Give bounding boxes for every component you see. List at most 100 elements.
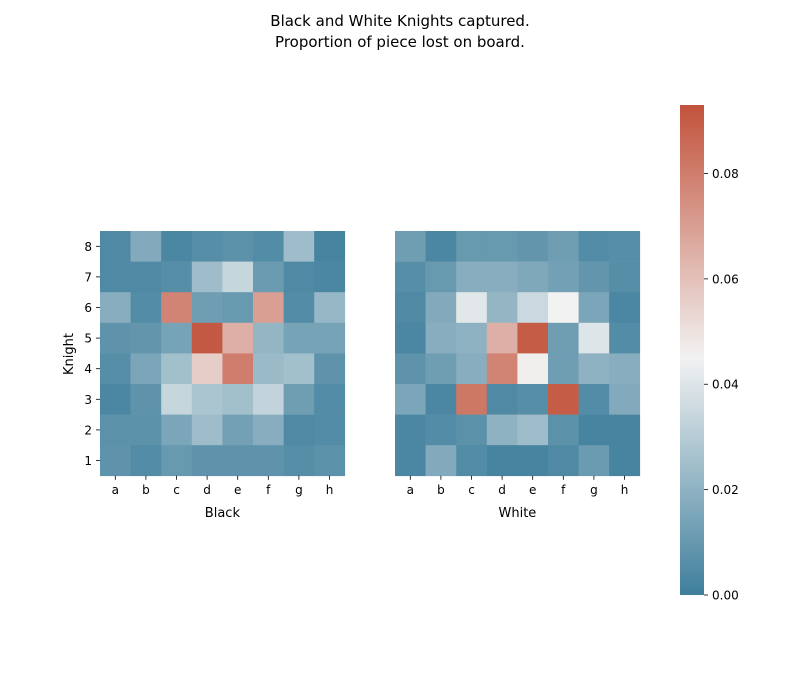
heatmap-cell: [578, 292, 610, 324]
heatmap-cell: [548, 353, 579, 385]
x-axis-label: White: [498, 506, 536, 521]
heatmap-cell: [314, 384, 346, 415]
heatmap-cell: [283, 292, 315, 324]
heatmap-cell: [222, 414, 254, 446]
heatmap-cell: [100, 261, 131, 293]
x-tick-label: e: [529, 483, 536, 497]
y-tick-label: 8: [84, 240, 92, 254]
heatmap-cell: [314, 414, 346, 446]
heatmap-cell: [222, 353, 254, 385]
heatmap-cell: [161, 322, 193, 354]
heatmap-cell: [253, 261, 284, 293]
heatmap-cell: [130, 384, 162, 415]
heatmap-cell: [517, 231, 549, 262]
heatmap-cell: [100, 414, 131, 446]
heatmap-cell: [283, 445, 315, 477]
heatmap-cell: [253, 414, 284, 446]
chart-title: Black and White Knights captured.: [270, 12, 530, 30]
heatmap-cell: [222, 231, 254, 262]
x-tick-label: b: [142, 483, 150, 497]
heatmap-cell: [425, 322, 457, 354]
heatmap-panel-white: a b c d e f g h White: [395, 231, 641, 521]
x-tick-label: c: [468, 483, 475, 497]
heatmap-cell: [425, 231, 457, 262]
heatmap-cell: [517, 414, 549, 446]
heatmap-cell: [253, 231, 284, 262]
heatmap-cell: [609, 445, 641, 477]
heatmap-cell: [130, 414, 162, 446]
x-tick-label: g: [295, 483, 303, 497]
y-tick-label: 2: [84, 423, 92, 437]
heatmap-cell: [548, 322, 579, 354]
heatmap-cell: [609, 384, 641, 415]
heatmap-cell: [395, 322, 426, 354]
heatmap-cell: [578, 414, 610, 446]
heatmap-cell: [395, 261, 426, 293]
heatmap-cell: [222, 445, 254, 477]
heatmap-cell: [609, 261, 641, 293]
heatmap-cell: [191, 353, 223, 385]
heatmap-panel-black: a b c d e f g h Black 8 7 6 5 4 3 2 1: [84, 231, 346, 521]
heatmap-cell: [161, 445, 193, 477]
heatmap-cell: [283, 414, 315, 446]
heatmap-cell: [161, 292, 193, 324]
y-tick-label: 4: [84, 362, 92, 376]
heatmap-cell: [253, 322, 284, 354]
colorbar-tick-label: 0.00: [712, 589, 739, 603]
heatmap-cell: [191, 384, 223, 415]
heatmap-cell: [130, 322, 162, 354]
heatmap-cell: [395, 384, 426, 415]
heatmap-cell: [425, 445, 457, 477]
heatmap-cell: [130, 353, 162, 385]
heatmap-cell: [456, 292, 488, 324]
heatmap-cell: [609, 322, 641, 354]
heatmap-cell: [191, 292, 223, 324]
heatmap-cell: [486, 231, 518, 262]
x-tick-label: d: [498, 483, 506, 497]
heatmap-cell: [253, 292, 284, 324]
heatmap-cell: [456, 414, 488, 446]
heatmap-cell: [100, 322, 131, 354]
x-tick-label: h: [326, 483, 334, 497]
colorbar-tick-label: 0.02: [712, 483, 739, 497]
colorbar: [680, 105, 704, 595]
heatmap-cell: [161, 261, 193, 293]
heatmap-cell: [161, 414, 193, 446]
heatmap-cell: [191, 414, 223, 446]
heatmap-cell: [100, 384, 131, 415]
x-tick-label: b: [437, 483, 445, 497]
heatmap-cell: [314, 322, 346, 354]
heatmap-cell: [283, 261, 315, 293]
x-tick-label: h: [621, 483, 629, 497]
heatmap-cell: [578, 384, 610, 415]
heatmap-cell: [100, 231, 131, 262]
heatmap-cell: [517, 292, 549, 324]
heatmap-cell: [548, 384, 579, 415]
heatmap-cell: [548, 231, 579, 262]
y-tick-label: 1: [84, 454, 92, 468]
heatmap-cell: [456, 445, 488, 477]
heatmap-cell: [609, 231, 641, 262]
heatmap-cell: [395, 445, 426, 477]
heatmap-cell: [609, 414, 641, 446]
heatmap-cell: [283, 384, 315, 415]
x-tick-label: f: [561, 483, 566, 497]
heatmap-cell: [222, 292, 254, 324]
heatmap-cell: [548, 261, 579, 293]
heatmap-cell: [283, 322, 315, 354]
heatmap-cell: [161, 384, 193, 415]
heatmap-cell: [130, 292, 162, 324]
heatmap-cell: [253, 384, 284, 415]
y-tick-label: 3: [84, 393, 92, 407]
heatmap-cell: [548, 292, 579, 324]
heatmap-cell: [456, 322, 488, 354]
heatmap-cell: [100, 292, 131, 324]
chart-subtitle: Proportion of piece lost on board.: [275, 33, 525, 51]
heatmap-cell: [395, 353, 426, 385]
colorbar-tick-label: 0.04: [712, 378, 739, 392]
x-tick-label: d: [203, 483, 211, 497]
heatmap-cell: [314, 261, 346, 293]
heatmap-cell: [314, 353, 346, 385]
heatmap-cell: [486, 322, 518, 354]
